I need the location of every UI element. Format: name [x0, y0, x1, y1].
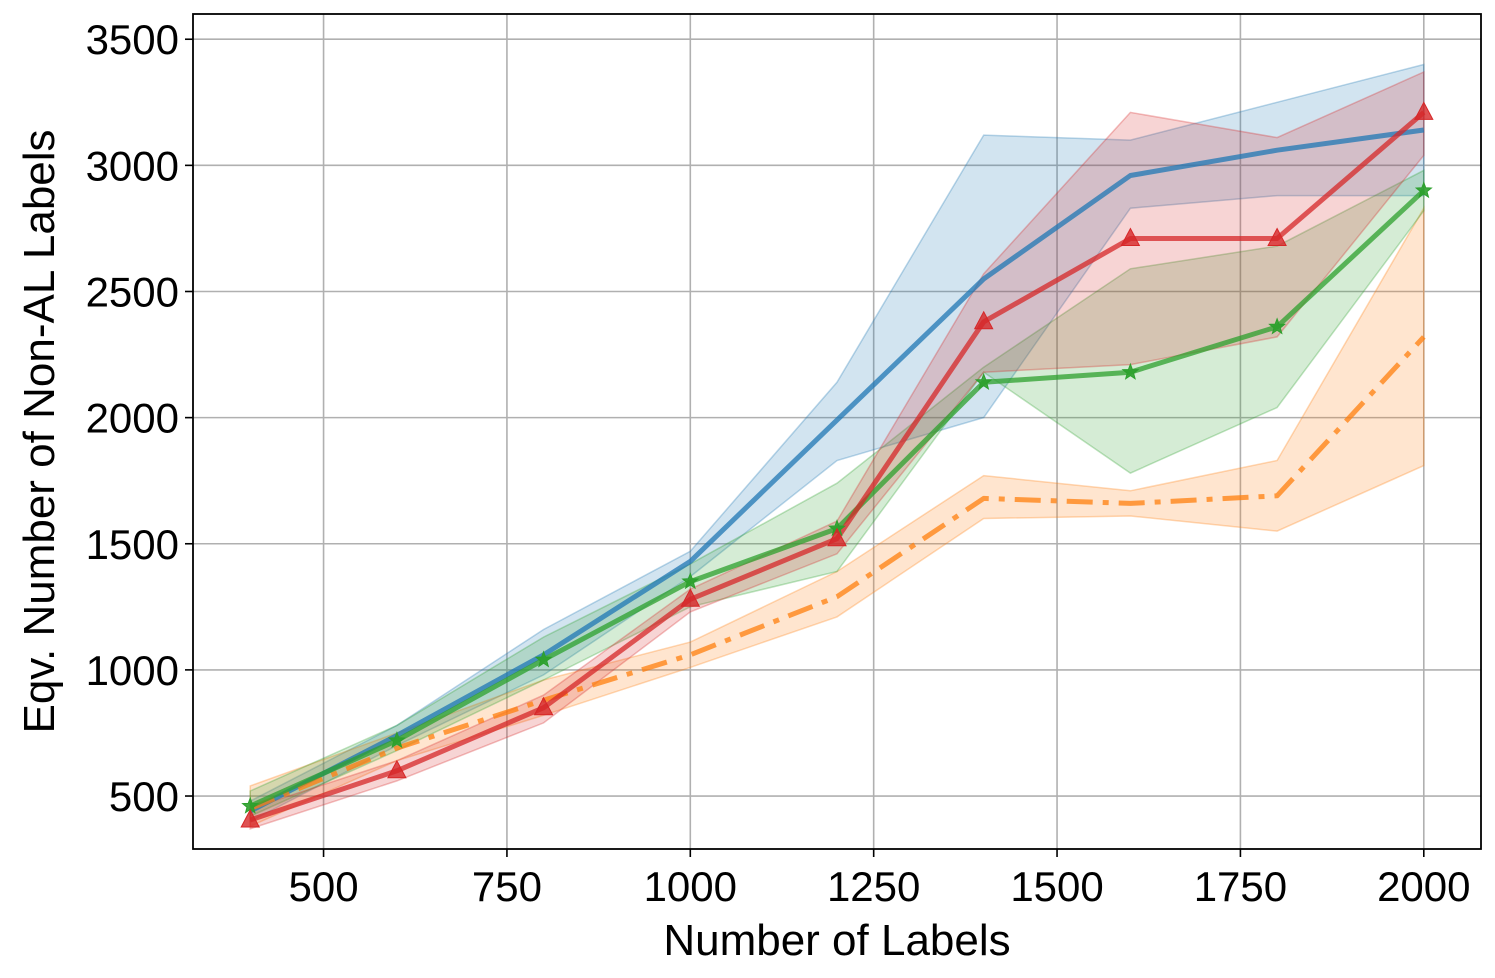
x-tick-label: 1000 [644, 863, 737, 910]
confidence-bands [249, 63, 1425, 830]
data-point-star [1414, 181, 1433, 199]
y-tick-label: 2500 [86, 268, 179, 315]
grid [193, 14, 1481, 849]
y-tick-label: 3000 [86, 142, 179, 189]
data-point-triangle [973, 310, 994, 330]
data-point-star [974, 372, 993, 390]
data-point-star [534, 650, 553, 668]
x-tick-label: 500 [289, 863, 359, 910]
data-point-triangle [827, 527, 847, 547]
x-tick-label: 1500 [1010, 863, 1103, 910]
y-tick-label: 1500 [86, 521, 179, 568]
x-axis-ticks: 500 750 1000 1250 1500 1750 2000 [289, 849, 1471, 910]
y-axis-ticks: 500 1000 1500 2000 2500 3000 3500 [86, 16, 193, 820]
x-tick-label: 750 [472, 863, 542, 910]
y-tick-label: 2000 [86, 395, 179, 442]
x-tick-label: 2000 [1377, 863, 1470, 910]
x-axis-label: Number of Labels [663, 916, 1010, 965]
data-point-star [1121, 362, 1140, 380]
series-markers [240, 101, 1434, 828]
series-line-1 [249, 127, 1425, 814]
data-point-star [1268, 317, 1287, 335]
data-point-triangle [387, 759, 407, 779]
y-tick-label: 1000 [86, 647, 179, 694]
data-point-star [387, 731, 406, 749]
y-axis-label: Eqv. Number of Non-AL Labels [15, 129, 64, 733]
confidence-band-2 [249, 205, 1425, 828]
x-tick-label: 1750 [1194, 863, 1287, 910]
data-point-star [681, 572, 700, 590]
data-point-triangle [680, 588, 701, 607]
y-tick-label: 500 [109, 773, 179, 820]
confidence-band-1 [249, 63, 1425, 823]
plot-area-frame [192, 13, 1482, 850]
x-tick-label: 1250 [827, 863, 920, 910]
series-line-2 [249, 335, 1426, 811]
data-point-triangle [1267, 227, 1287, 247]
data-point-triangle [1120, 227, 1141, 247]
data-point-triangle [1413, 101, 1434, 120]
data-point-triangle [533, 696, 554, 716]
y-tick-label: 3500 [86, 16, 179, 63]
data-point-triangle [240, 808, 261, 828]
